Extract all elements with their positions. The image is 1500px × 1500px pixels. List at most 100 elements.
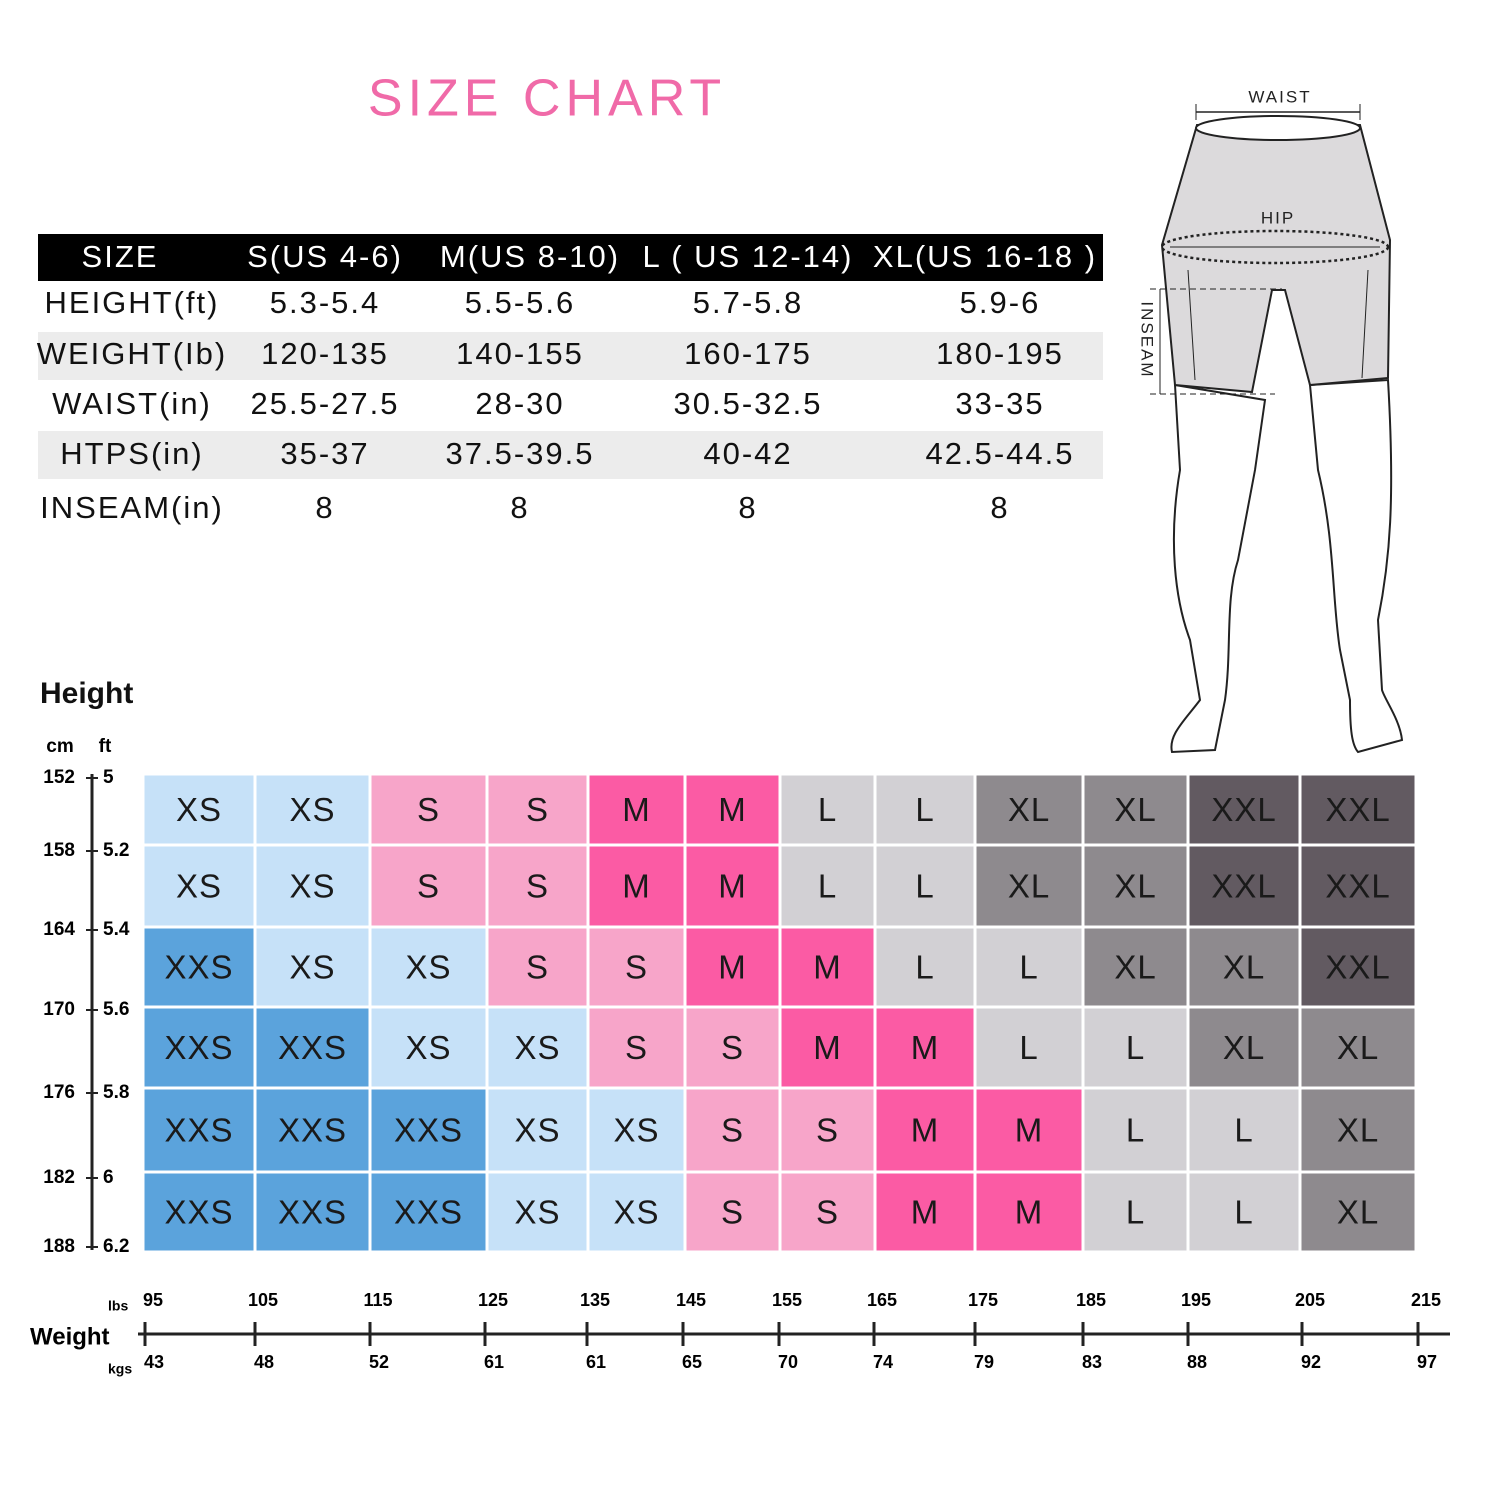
size-cell-label: M [911,1194,940,1231]
table-cell: 5.3-5.4 [270,285,381,320]
lbs-unit: lbs [108,1298,128,1314]
size-cell-label: XXS [164,1194,233,1231]
size-cell-label: S [417,791,440,828]
size-cell-label: XS [176,791,222,828]
size-cell [371,928,486,1006]
size-cell-label: L [818,791,837,828]
size-cell [371,1089,486,1171]
lbs-tick-label: 165 [867,1290,897,1310]
size-cell [976,775,1082,844]
row-label: HEIGHT(ft) [45,285,220,320]
ft-tick-label: 6.2 [103,1236,129,1257]
size-cell [1189,775,1299,844]
size-cell [686,1089,779,1171]
row-band [38,431,1103,479]
figure-label: INSEAM [1138,301,1157,378]
size-cell-label: XL [1337,1029,1379,1066]
table-cell: 8 [315,490,334,525]
size-cell [876,1089,974,1171]
size-cell [1189,846,1299,926]
size-cell [1301,1008,1415,1087]
size-cell-label: XS [405,1029,451,1066]
table-cell: 5.7-5.8 [693,285,804,320]
size-cell [876,928,974,1006]
size-cell [371,1173,486,1251]
size-cell-label: XS [176,868,222,905]
size-cell-label: XXS [164,1029,233,1066]
kgs-tick-label: 70 [778,1352,798,1372]
row-label: HTPS(in) [60,436,203,471]
ft-tick-label: 5 [103,767,114,788]
table-cell: 30.5-32.5 [674,386,823,421]
kgs-tick-label: 92 [1301,1352,1321,1372]
size-cell [976,1089,1082,1171]
kgs-unit: kgs [108,1361,132,1377]
size-cell-label: S [721,1029,744,1066]
waistband [1195,115,1361,141]
size-cell [488,775,587,844]
size-cell-label: XS [405,949,451,986]
table-cell: 140-155 [456,336,584,371]
kgs-tick-label: 74 [873,1352,893,1372]
kgs-tick-label: 83 [1082,1352,1102,1372]
cm-tick-label: 182 [43,1167,75,1188]
hip-measure [1160,229,1390,265]
shorts [1160,124,1392,394]
table-header-cell: S(US 4-6) [247,239,403,274]
size-cell-label: XXS [278,1112,347,1149]
cm-tick-label: 164 [43,919,75,940]
table-cell: 180-195 [936,336,1064,371]
size-cell [256,1089,369,1171]
lbs-tick-label: 125 [478,1290,508,1310]
size-cell-label: M [622,791,651,828]
right-leg [1308,378,1404,754]
table-cell: 37.5-39.5 [446,436,595,471]
size-cell [488,1089,587,1171]
table-cell: 8 [990,490,1009,525]
size-cell-label: XS [514,1029,560,1066]
size-cell [371,846,486,926]
weight-axis-title: Weight [30,1323,110,1350]
size-cell [976,928,1082,1006]
size-cell-label: L [1019,949,1038,986]
size-cell [1301,775,1415,844]
table-header-cell: L ( US 12-14) [643,239,854,274]
size-cell-label: XL [1223,1029,1265,1066]
cm-tick-label: 152 [43,767,75,788]
size-cell [488,928,587,1006]
size-cell-label: XL [1114,868,1156,905]
size-cell [488,1173,587,1251]
size-cell-label: XXL [1325,949,1390,986]
size-cell-label: S [816,1194,839,1231]
lbs-tick-label: 205 [1295,1290,1325,1310]
size-cell-label: XS [613,1194,659,1231]
size-cell-label: L [1126,1112,1145,1149]
lbs-tick-label: 105 [248,1290,278,1310]
size-cell [256,775,369,844]
size-cell-label: S [526,949,549,986]
size-cell-label: S [721,1194,744,1231]
size-cell [876,1173,974,1251]
size-cell-label: M [622,868,651,905]
size-cell [781,1089,874,1171]
figure [1150,104,1404,754]
size-cell-label: L [915,791,934,828]
kgs-tick-label: 97 [1417,1352,1437,1372]
lbs-tick-label: 145 [676,1290,706,1310]
size-cell [589,775,684,844]
size-cell-label: XXS [394,1112,463,1149]
table-header-cell: SIZE [82,239,159,274]
size-cell-label: M [911,1112,940,1149]
table-cell: 5.5-5.6 [465,285,576,320]
row-label: INSEAM(in) [40,490,224,525]
size-cell-label: XL [1223,949,1265,986]
size-cell-label: XS [289,791,335,828]
size-cell [976,1173,1082,1251]
size-cell [144,775,254,844]
size-cell [686,1173,779,1251]
ft-tick-label: 5.8 [103,1082,129,1103]
size-cell [781,928,874,1006]
size-cell [1084,1173,1187,1251]
size-cell-label: XXS [394,1194,463,1231]
table-cell: 25.5-27.5 [251,386,400,421]
